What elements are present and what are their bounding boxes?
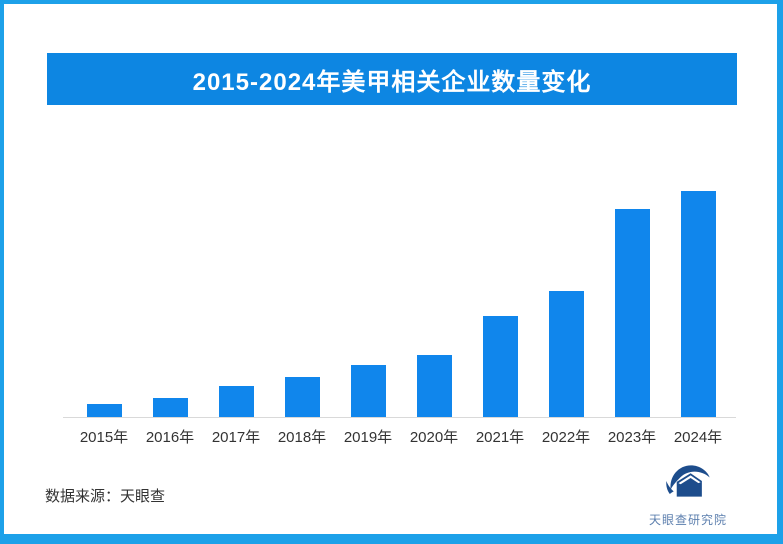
bar-column: [137, 177, 203, 417]
bar-2023年: [614, 209, 650, 417]
bar-2019年: [350, 365, 386, 417]
x-axis-label: 2020年: [409, 429, 459, 446]
x-axis-label: 2017年: [211, 429, 261, 446]
bar-column: [533, 177, 599, 417]
bar-chart: 2015年 2016年 2017年 2018年 2019年 2020年 2021年 2022年…: [63, 177, 736, 447]
brand-logo-text: 天眼查研究院: [648, 513, 727, 527]
x-axis-label: 2023年: [607, 429, 657, 446]
x-axis-label: 2016年: [145, 429, 195, 446]
bar-column: [665, 177, 731, 417]
x-axis-labels: 2015年 2016年 2017年 2018年 2019年 2020年 2021年 2022年…: [71, 426, 731, 447]
plot-area: [63, 177, 736, 418]
x-axis-label: 2018年: [277, 429, 327, 446]
data-source-label: 数据来源：天眼查: [45, 488, 166, 505]
bar-column: [467, 177, 533, 417]
bar-2024年: [680, 191, 716, 417]
bar-2021年: [482, 316, 518, 417]
bar-column: [599, 177, 665, 417]
bar-column: [401, 177, 467, 417]
bar-column: [71, 177, 137, 417]
bar-2016年: [152, 398, 188, 417]
bar-column: [203, 177, 269, 417]
x-axis-label: 2024年: [673, 429, 723, 446]
x-axis-label: 2021年: [475, 429, 525, 446]
tianyancha-eye-logo-icon: [666, 465, 710, 497]
chart-title: 2015-2024年美甲相关企业数量变化: [192, 68, 592, 96]
bars-container: [71, 177, 731, 417]
chart-title-banner: 2015-2024年美甲相关企业数量变化: [47, 53, 737, 105]
x-axis-label: 2019年: [343, 429, 393, 446]
x-axis-label: 2015年: [79, 429, 129, 446]
bar-column: [335, 177, 401, 417]
x-axis-label: 2022年: [541, 429, 591, 446]
bar-2018年: [284, 377, 320, 417]
bar-2020年: [416, 355, 452, 417]
brand-logo: 天眼查研究院: [633, 458, 743, 528]
bar-2017年: [218, 386, 254, 417]
bar-column: [269, 177, 335, 417]
bar-2015年: [86, 404, 122, 417]
bar-2022年: [548, 291, 584, 417]
